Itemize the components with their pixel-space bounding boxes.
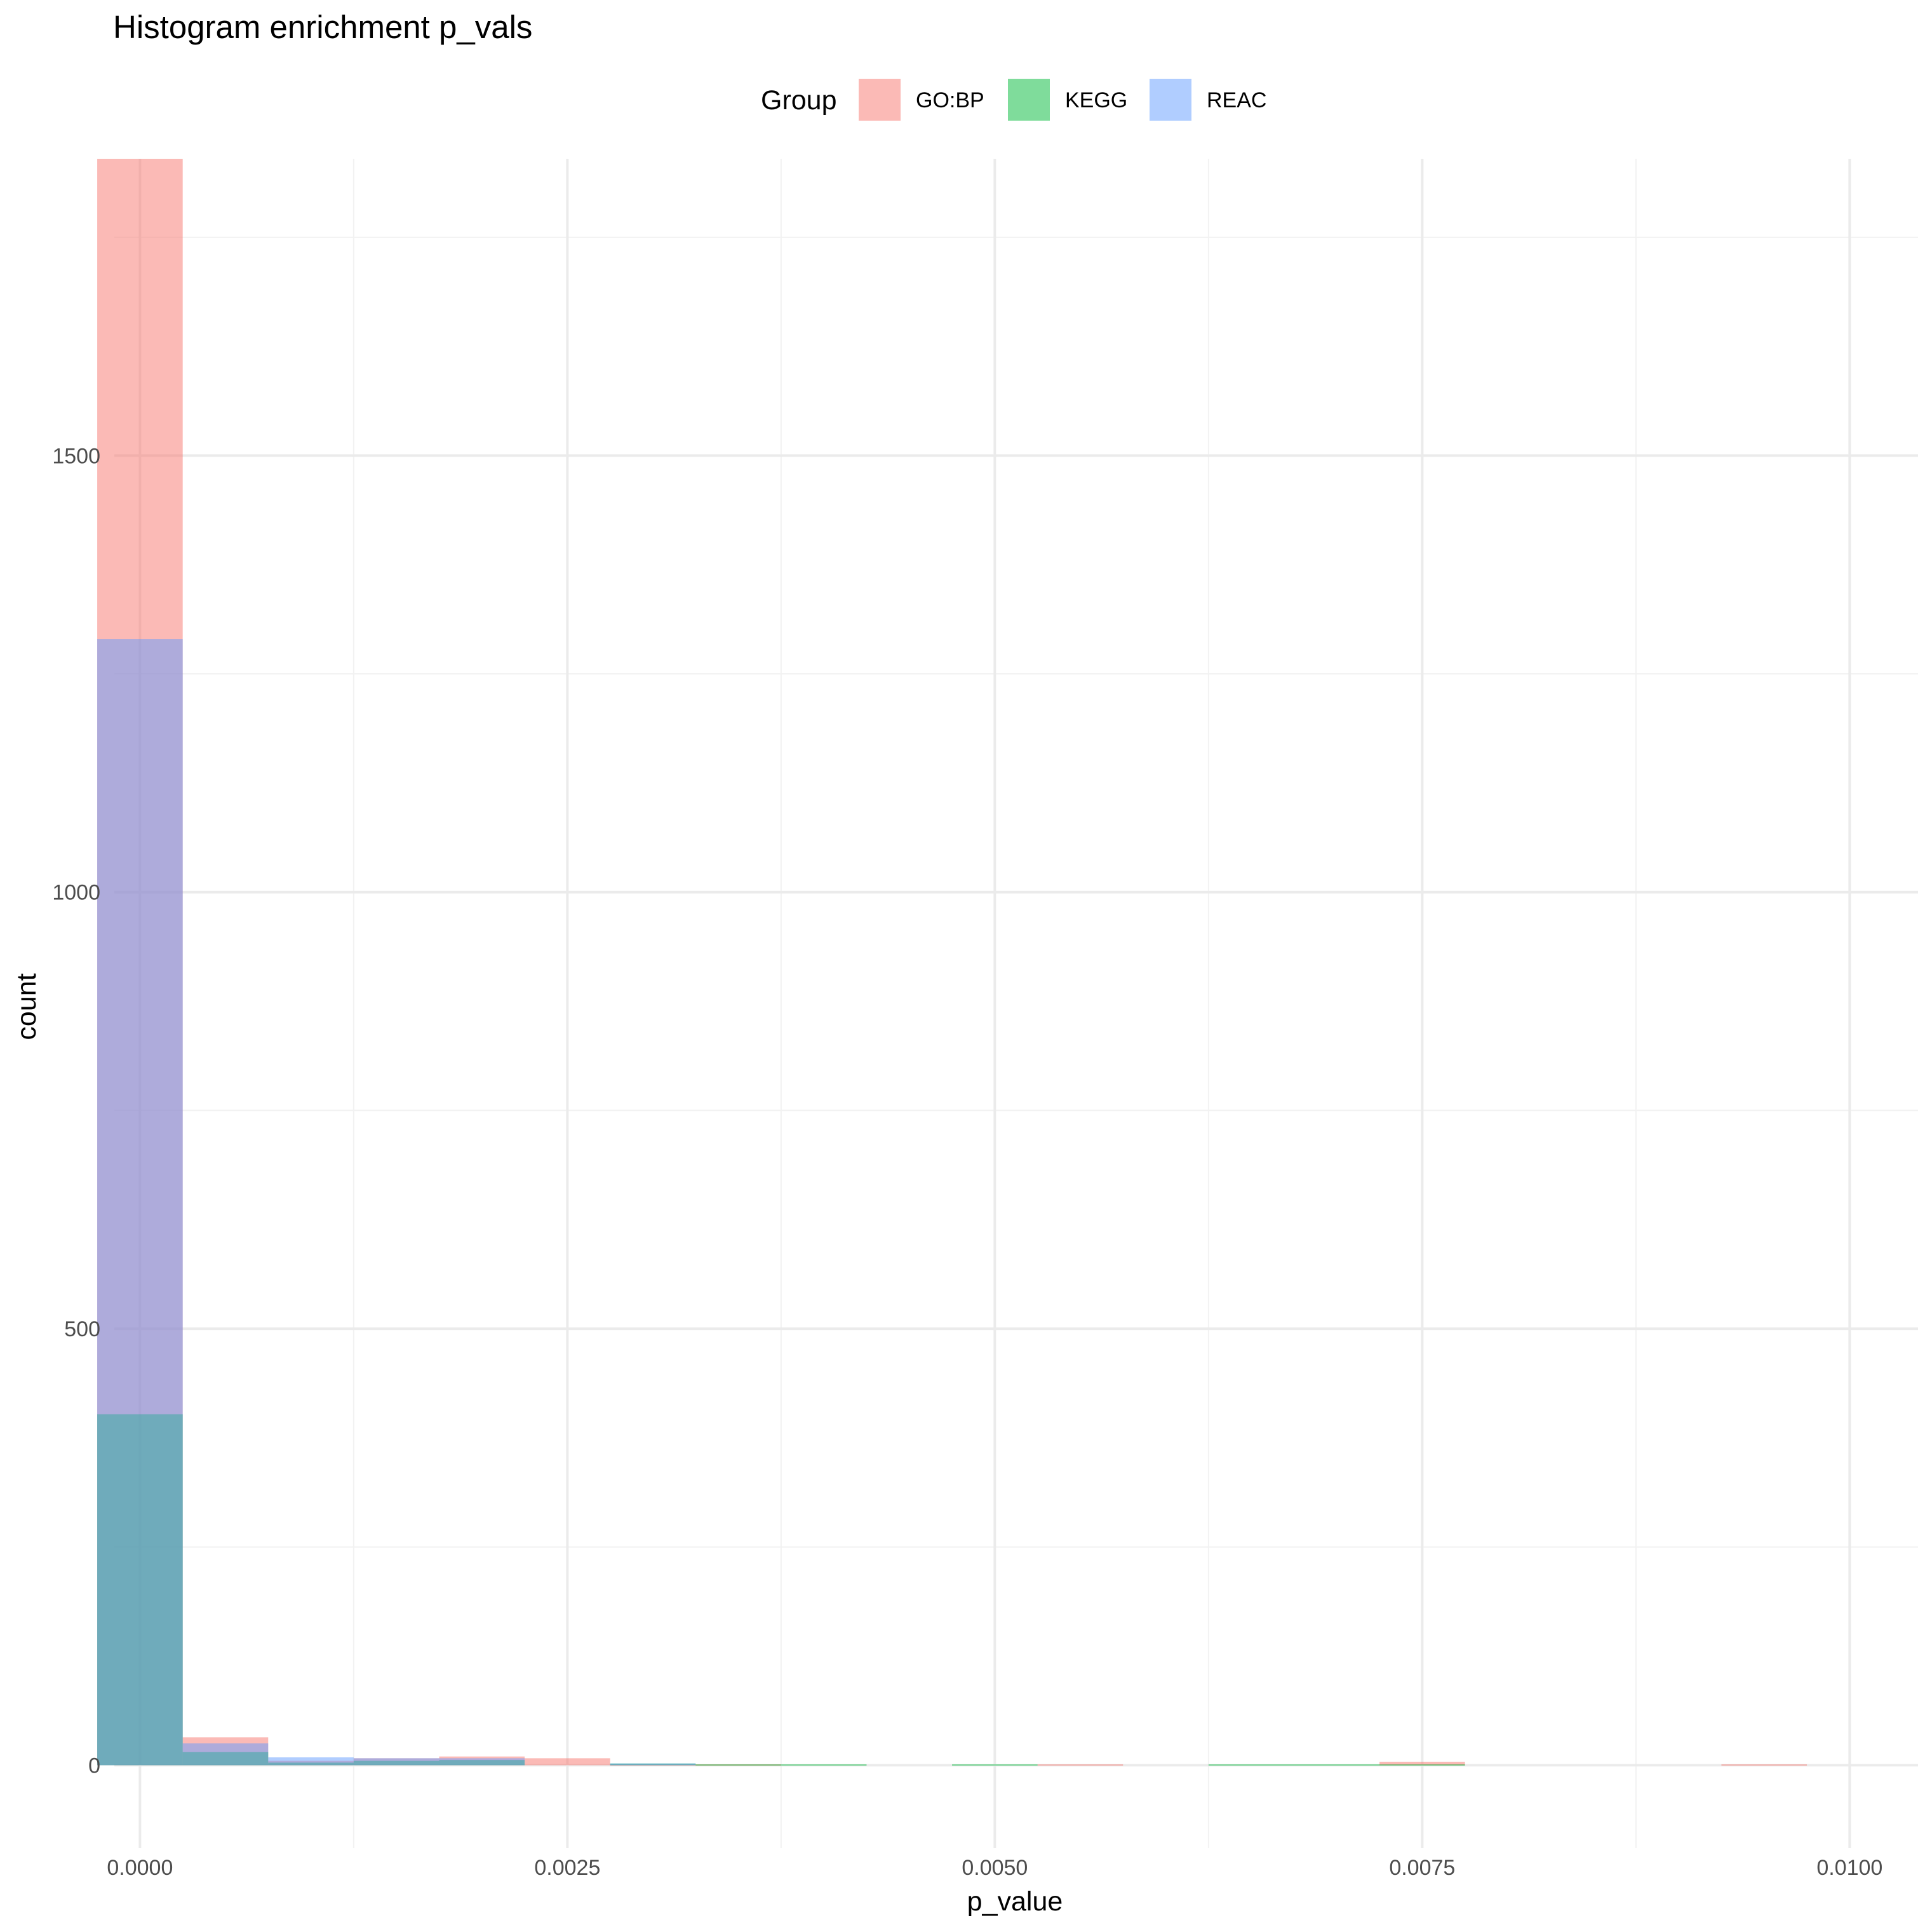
y-tick-label-0: 0 bbox=[88, 1754, 100, 1778]
bar-kegg-bin-10 bbox=[952, 1764, 1038, 1766]
y-axis-label: count bbox=[11, 973, 42, 1040]
legend-title: Group bbox=[761, 85, 837, 116]
x-axis-label: p_value bbox=[967, 1886, 1063, 1917]
bar-go-bp-bin-19 bbox=[1721, 1764, 1808, 1766]
bar-kegg-bin-13 bbox=[1208, 1764, 1294, 1766]
bar-go-bp-bin-11 bbox=[1037, 1764, 1124, 1766]
bar-reac-bin-2 bbox=[268, 1757, 354, 1766]
bar-reac-bin-0 bbox=[97, 639, 183, 1766]
x-tick-label-2: 0.0050 bbox=[962, 1856, 1028, 1880]
y-tick-label-3: 1500 bbox=[52, 444, 100, 468]
bars-layer bbox=[97, 159, 1808, 1766]
bar-reac-bin-3 bbox=[353, 1758, 439, 1766]
bar-go-bp-bin-15 bbox=[1379, 1761, 1465, 1766]
chart-title: Histogram enrichment p_vals bbox=[113, 9, 532, 45]
x-tick-label-3: 0.0075 bbox=[1389, 1856, 1455, 1880]
legend: Group GO:BP KEGG REAC bbox=[761, 79, 1266, 121]
bar-kegg-bin-15 bbox=[1379, 1764, 1465, 1766]
x-tick-label-1: 0.0025 bbox=[534, 1856, 600, 1880]
y-tick-label-1: 500 bbox=[64, 1317, 100, 1341]
grid-layer bbox=[114, 159, 1918, 1848]
x-tick-label-0: 0.0000 bbox=[107, 1856, 173, 1880]
legend-label-go-bp: GO:BP bbox=[916, 88, 984, 112]
bar-reac-bin-1 bbox=[182, 1743, 269, 1766]
bar-kegg-bin-14 bbox=[1294, 1764, 1380, 1766]
legend-key-reac bbox=[1150, 79, 1191, 121]
legend-key-kegg bbox=[1008, 79, 1050, 121]
legend-label-reac: REAC bbox=[1207, 88, 1266, 112]
y-tick-label-2: 1000 bbox=[52, 881, 100, 905]
bar-reac-bin-4 bbox=[439, 1758, 525, 1766]
bar-kegg-bin-8 bbox=[781, 1764, 867, 1766]
bar-go-bp-bin-5 bbox=[525, 1758, 610, 1766]
x-tick-label-4: 0.0100 bbox=[1816, 1856, 1882, 1880]
bar-reac-bin-6 bbox=[610, 1763, 696, 1766]
legend-key-go-bp bbox=[859, 79, 901, 121]
ticks-layer: 0.0000 0.0025 0.0050 0.0075 0.0100 0 500 1000 15… bbox=[52, 444, 1882, 1880]
legend-label-kegg: KEGG bbox=[1065, 88, 1127, 112]
bar-kegg-bin-7 bbox=[695, 1764, 781, 1766]
